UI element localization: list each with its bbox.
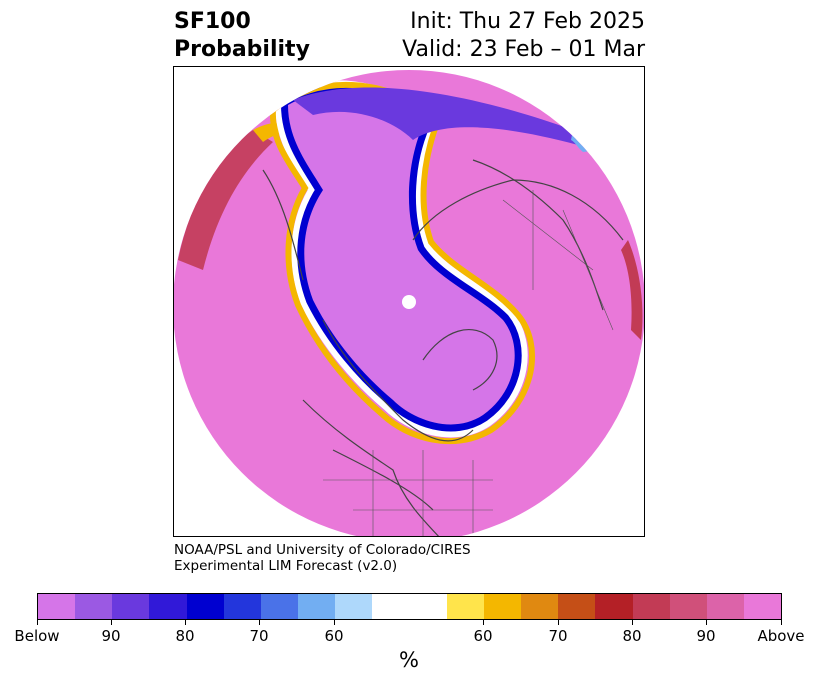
colorbar-label: 70 xyxy=(548,627,568,645)
colorbar-tick xyxy=(781,620,782,625)
colorbar-segment xyxy=(223,594,261,619)
colorbar-tick xyxy=(37,620,38,625)
colorbar-label: Below xyxy=(14,627,60,645)
colorbar-label: 70 xyxy=(249,627,269,645)
colorbar-tick xyxy=(111,620,112,625)
below-region-inner xyxy=(288,93,515,425)
colorbar-unit: % xyxy=(399,648,419,672)
borders xyxy=(323,190,614,537)
colorbar-label: 90 xyxy=(101,627,121,645)
coastlines xyxy=(262,159,624,537)
colorbar-label: 60 xyxy=(473,627,493,645)
colorbar-segment xyxy=(595,594,633,619)
colorbar-segment xyxy=(632,594,670,619)
colorbar-label: 60 xyxy=(324,627,344,645)
colorbar-tick xyxy=(334,620,335,625)
colorbar-tick xyxy=(259,620,260,625)
init-date: Init: Thu 27 Feb 2025 xyxy=(410,9,645,34)
below-region-outer-gold xyxy=(269,82,536,444)
credit-line-2: Experimental LIM Forecast (v2.0) xyxy=(174,558,398,574)
colorbar-label: 80 xyxy=(622,627,642,645)
colorbar-segment xyxy=(743,594,782,619)
colorbar-segment xyxy=(112,594,150,619)
colorbar-segment xyxy=(706,594,744,619)
colorbar-tick xyxy=(185,620,186,625)
valid-range: Valid: 23 Feb – 01 Mar xyxy=(402,37,645,62)
colorbar-segment xyxy=(186,594,224,619)
colorbar-label: 90 xyxy=(696,627,716,645)
colorbar-tick xyxy=(706,620,707,625)
credit: NOAA/PSL and University of Colorado/CIRE… xyxy=(174,542,471,574)
colorbar-label: Above xyxy=(757,627,805,645)
map-dates: Init: Thu 27 Feb 2025 Valid: 23 Feb – 01… xyxy=(402,8,645,64)
above-band-right xyxy=(621,240,643,340)
above-band-red xyxy=(178,130,273,270)
colorbar-segment xyxy=(409,594,447,619)
colorbar-tick xyxy=(558,620,559,625)
credit-line-1: NOAA/PSL and University of Colorado/CIRE… xyxy=(174,542,471,558)
colorbar-segment xyxy=(372,594,410,619)
colorbar-segment xyxy=(260,594,299,619)
title-variable: SF100 xyxy=(174,9,251,34)
colorbar-segment xyxy=(75,594,113,619)
colorbar-segment xyxy=(483,594,522,619)
colorbar xyxy=(37,593,782,620)
colorbar-segment xyxy=(335,594,373,619)
colorbar-label: 80 xyxy=(175,627,195,645)
polar-map xyxy=(173,66,645,537)
colorbar-segment xyxy=(38,594,76,619)
colorbar-segment xyxy=(521,594,559,619)
colorbar-segment xyxy=(149,594,187,619)
colorbar-segment xyxy=(446,594,484,619)
colorbar-segment xyxy=(669,594,707,619)
colorbar-tick xyxy=(632,620,633,625)
colorbar-tick xyxy=(483,620,484,625)
title-metric: Probability xyxy=(174,37,310,62)
colorbar-segment xyxy=(298,594,336,619)
map-title: SF100 Probability xyxy=(174,8,310,64)
colorbar-segment xyxy=(558,594,596,619)
deep-below-north xyxy=(293,87,578,145)
pole-marker xyxy=(402,295,416,309)
